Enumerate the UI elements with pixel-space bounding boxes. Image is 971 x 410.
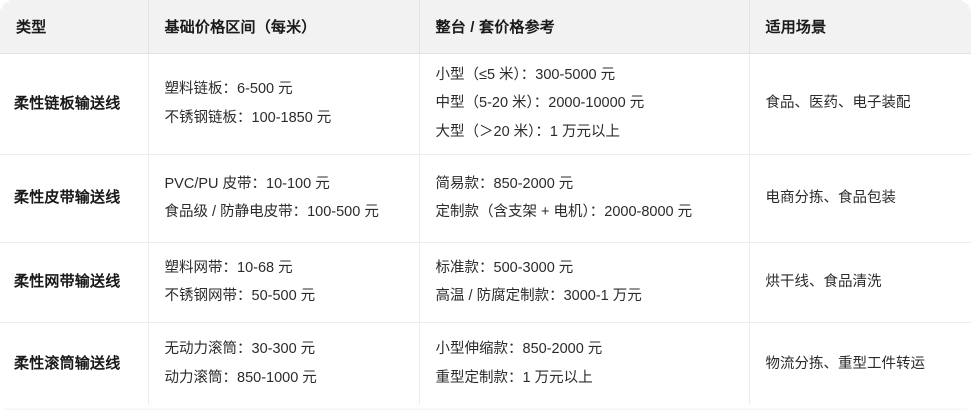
cell-base-price: 塑料链板：6-500 元 不锈钢链板：100-1850 元 bbox=[148, 53, 420, 155]
table-row: 柔性滚筒输送线 无动力滚筒：30-300 元 动力滚筒：850-1000 元 小… bbox=[0, 322, 971, 405]
cell-line: PVC/PU 皮带：10-100 元 bbox=[164, 175, 330, 192]
cell-base-price: 无动力滚筒：30-300 元 动力滚筒：850-1000 元 bbox=[148, 322, 420, 405]
cell-lines: 塑料链板：6-500 元 不锈钢链板：100-1850 元 bbox=[165, 75, 403, 132]
cell-whole-price: 小型（≤5 米）：300-5000 元 中型（5-20 米）：2000-1000… bbox=[419, 53, 750, 155]
cell-lines: 简易款：850-2000 元 定制款（含支架 + 电机）：2000-8000 元 bbox=[436, 170, 733, 227]
cell-whole-price: 标准款：500-3000 元 高温 / 防腐定制款：3000-1 万元 bbox=[419, 242, 750, 323]
cell-lines: 标准款：500-3000 元 高温 / 防腐定制款：3000-1 万元 bbox=[436, 254, 733, 311]
cell-line: 定制款（含支架 + 电机）：2000-8000 元 bbox=[435, 204, 693, 220]
cell-scene: 电商分拣、食品包装 bbox=[749, 154, 971, 243]
cell-whole-price: 简易款：850-2000 元 定制款（含支架 + 电机）：2000-8000 元 bbox=[419, 154, 750, 243]
cell-line: 不锈钢链板：100-1850 元 bbox=[164, 109, 332, 126]
cell-type: 柔性滚筒输送线 bbox=[0, 322, 149, 405]
cell-whole-price: 小型伸缩款：850-2000 元 重型定制款：1 万元以上 bbox=[419, 322, 750, 405]
cell-line: 不锈钢网带：50-500 元 bbox=[164, 288, 316, 304]
cell-lines: 小型（≤5 米）：300-5000 元 中型（5-20 米）：2000-1000… bbox=[436, 61, 733, 146]
cell-line: 高温 / 防腐定制款：3000-1 万元 bbox=[435, 288, 642, 304]
cell-type: 柔性网带输送线 bbox=[0, 242, 149, 323]
cell-lines: PVC/PU 皮带：10-100 元 食品级 / 防静电皮带：100-500 元 bbox=[165, 170, 403, 227]
cell-line: 塑料链板：6-500 元 bbox=[164, 81, 293, 98]
cell-type: 柔性链板输送线 bbox=[0, 53, 149, 155]
cell-type: 柔性皮带输送线 bbox=[0, 154, 149, 243]
cell-line: 无动力滚筒：30-300 元 bbox=[164, 341, 316, 358]
cell-line: 重型定制款：1 万元以上 bbox=[435, 369, 593, 386]
column-header-scene: 适用场景 bbox=[749, 0, 971, 54]
table-row: 柔性皮带输送线 PVC/PU 皮带：10-100 元 食品级 / 防静电皮带：1… bbox=[0, 154, 971, 243]
cell-scene: 物流分拣、重型工件转运 bbox=[765, 355, 926, 372]
cell-line: 大型（＞20 米）：1 万元以上 bbox=[435, 123, 621, 140]
cell-base-price: PVC/PU 皮带：10-100 元 食品级 / 防静电皮带：100-500 元 bbox=[148, 154, 420, 243]
cell-lines: 小型伸缩款：850-2000 元 重型定制款：1 万元以上 bbox=[436, 335, 733, 392]
cell-scene: 食品、医药、电子装配 bbox=[749, 53, 971, 155]
table-row: 柔性网带输送线 塑料网带：10-68 元 不锈钢网带：50-500 元 标准款：… bbox=[0, 242, 971, 323]
column-header-whole-price: 整台 / 套价格参考 bbox=[419, 0, 750, 54]
cell-scene: 烘干线、食品清洗 bbox=[749, 242, 971, 323]
column-header-type: 类型 bbox=[0, 0, 149, 54]
cell-line: 小型（≤5 米）：300-5000 元 bbox=[435, 67, 616, 84]
cell-lines: 塑料网带：10-68 元 不锈钢网带：50-500 元 bbox=[165, 254, 403, 311]
table-body: 柔性链板输送线 塑料链板：6-500 元 不锈钢链板：100-1850 元 小型… bbox=[0, 53, 971, 405]
cell-line: 食品级 / 防静电皮带：100-500 元 bbox=[164, 204, 379, 220]
cell-line: 小型伸缩款：850-2000 元 bbox=[435, 341, 603, 358]
table-header: 类型 基础价格区间（每米） 整台 / 套价格参考 适用场景 bbox=[0, 0, 971, 54]
table-header-row: 类型 基础价格区间（每米） 整台 / 套价格参考 适用场景 bbox=[0, 0, 971, 54]
cell-line: 标准款：500-3000 元 bbox=[435, 259, 574, 276]
cell-line: 动力滚筒：850-1000 元 bbox=[164, 369, 317, 386]
column-header-base-price: 基础价格区间（每米） bbox=[148, 0, 420, 54]
cell-base-price: 塑料网带：10-68 元 不锈钢网带：50-500 元 bbox=[148, 242, 420, 323]
table-row: 柔性链板输送线 塑料链板：6-500 元 不锈钢链板：100-1850 元 小型… bbox=[0, 53, 971, 155]
cell-line: 简易款：850-2000 元 bbox=[435, 175, 574, 192]
cell-lines: 无动力滚筒：30-300 元 动力滚筒：850-1000 元 bbox=[165, 335, 403, 392]
cell-line: 塑料网带：10-68 元 bbox=[164, 259, 293, 276]
cell-line: 中型（5-20 米）：2000-10000 元 bbox=[435, 95, 645, 112]
